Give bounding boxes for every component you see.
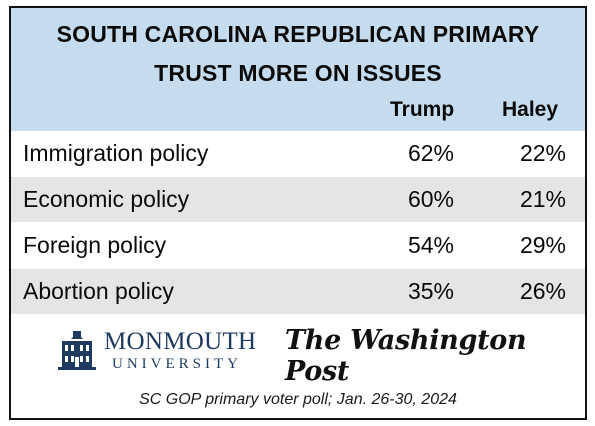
- monmouth-building-icon: [58, 331, 96, 370]
- chart-title-line-1: SOUTH CAROLINA REPUBLICAN PRIMARY: [56, 21, 540, 47]
- haley-value: 22%: [519, 140, 566, 166]
- haley-value: 21%: [519, 186, 566, 212]
- haley-value: 29%: [519, 232, 566, 258]
- washington-post-logo: The Washington Post: [285, 325, 527, 387]
- table-row: Immigration policy 62% 22%: [11, 131, 585, 176]
- table-header: SOUTH CAROLINA REPUBLICAN PRIMARY TRUST …: [11, 8, 585, 131]
- trump-value: 54%: [407, 232, 454, 258]
- row-label: Abortion policy: [23, 278, 174, 304]
- table-row: Foreign policy 54% 29%: [11, 223, 585, 268]
- monmouth-logo-name: MONMOUTH: [104, 328, 257, 355]
- trump-value: 35%: [407, 278, 454, 304]
- row-label: Foreign policy: [23, 232, 167, 258]
- row-label: Economic policy: [23, 186, 190, 212]
- table-row: Economic policy 60% 21%: [11, 177, 585, 222]
- poll-table-frame: SOUTH CAROLINA REPUBLICAN PRIMARY TRUST …: [9, 6, 587, 420]
- monmouth-logo-sub: UNIVERSITY: [112, 356, 242, 372]
- column-header-haley: Haley: [502, 98, 559, 121]
- row-label: Immigration policy: [23, 140, 209, 166]
- source-note: SC GOP primary voter poll; Jan. 26-30, 2…: [139, 391, 457, 408]
- chart-title-line-2: TRUST MORE ON ISSUES: [154, 60, 442, 86]
- trump-value: 62%: [407, 140, 454, 166]
- column-header-trump: Trump: [390, 98, 455, 121]
- trump-value: 60%: [407, 186, 454, 212]
- haley-value: 26%: [519, 278, 566, 304]
- table-row: Abortion policy 35% 26%: [11, 269, 585, 314]
- logo-strip: MONMOUTH UNIVERSITY The Washington Post: [11, 321, 585, 387]
